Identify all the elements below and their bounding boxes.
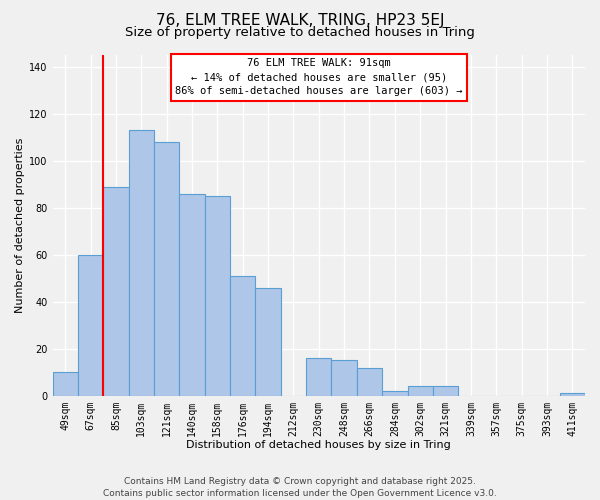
Bar xyxy=(103,186,128,396)
Bar xyxy=(53,372,78,396)
Text: 76, ELM TREE WALK, TRING, HP23 5EJ: 76, ELM TREE WALK, TRING, HP23 5EJ xyxy=(156,12,444,28)
X-axis label: Distribution of detached houses by size in Tring: Distribution of detached houses by size … xyxy=(187,440,451,450)
Bar xyxy=(433,386,458,396)
Bar xyxy=(230,276,256,396)
Bar xyxy=(179,194,205,396)
Bar xyxy=(382,391,407,396)
Bar xyxy=(357,368,382,396)
Bar xyxy=(306,358,331,396)
Bar xyxy=(154,142,179,396)
Bar xyxy=(256,288,281,396)
Bar xyxy=(407,386,433,396)
Text: Contains HM Land Registry data © Crown copyright and database right 2025.
Contai: Contains HM Land Registry data © Crown c… xyxy=(103,476,497,498)
Bar xyxy=(331,360,357,396)
Y-axis label: Number of detached properties: Number of detached properties xyxy=(15,138,25,313)
Text: 76 ELM TREE WALK: 91sqm
← 14% of detached houses are smaller (95)
86% of semi-de: 76 ELM TREE WALK: 91sqm ← 14% of detache… xyxy=(175,58,463,96)
Text: Size of property relative to detached houses in Tring: Size of property relative to detached ho… xyxy=(125,26,475,39)
Bar xyxy=(78,254,103,396)
Bar xyxy=(128,130,154,396)
Bar xyxy=(560,394,585,396)
Bar xyxy=(205,196,230,396)
